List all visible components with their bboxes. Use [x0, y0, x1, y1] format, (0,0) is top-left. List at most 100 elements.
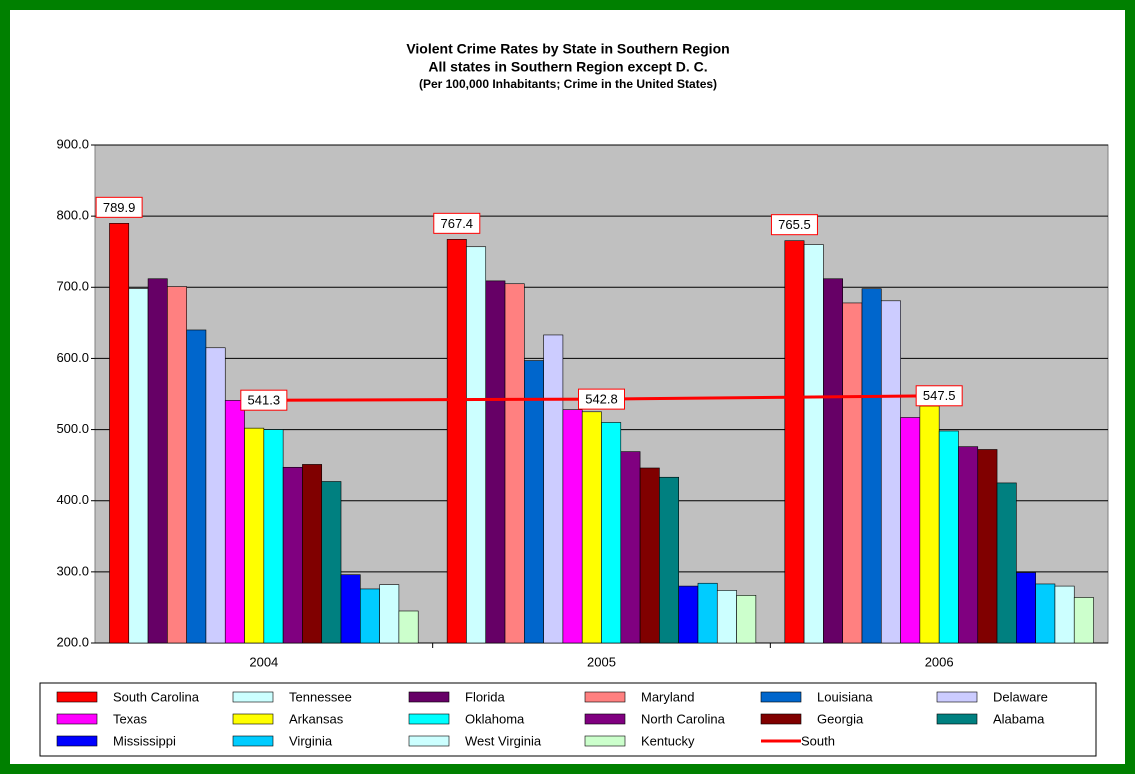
bar	[109, 223, 130, 644]
legend-label: Georgia	[817, 711, 864, 726]
data-label-box	[578, 388, 625, 410]
legend-swatch	[760, 713, 802, 725]
bar	[147, 278, 168, 644]
legend-swatch	[408, 713, 450, 725]
bar	[340, 574, 361, 644]
bar	[581, 411, 602, 644]
bar	[1054, 585, 1075, 644]
y-tick-label: 500.0	[56, 421, 89, 436]
bar	[938, 430, 959, 644]
legend-swatch	[56, 713, 98, 725]
x-tick-label: 2006	[925, 654, 954, 669]
bar	[996, 482, 1017, 644]
bar	[716, 590, 737, 644]
bar	[543, 334, 564, 644]
bar	[244, 427, 265, 644]
legend-swatch	[232, 735, 274, 747]
bar	[562, 409, 583, 644]
data-label-box	[433, 212, 481, 234]
bar	[1073, 597, 1094, 644]
bar	[842, 302, 863, 644]
bar	[302, 464, 323, 644]
legend-swatch	[232, 691, 274, 703]
legend-swatch	[584, 735, 626, 747]
y-tick-label: 900.0	[56, 136, 89, 151]
bar	[736, 595, 757, 644]
data-label: 767.4	[441, 216, 474, 231]
legend-label: Kentucky	[641, 733, 695, 748]
legend-label: Arkansas	[289, 711, 344, 726]
bar	[1035, 583, 1056, 644]
legend-swatch	[936, 691, 978, 703]
bar	[128, 288, 149, 644]
bar	[379, 584, 400, 644]
bar	[601, 422, 622, 644]
bar	[485, 280, 506, 644]
legend-label: North Carolina	[641, 711, 726, 726]
legend-label: Mississippi	[113, 733, 176, 748]
legend-swatch	[56, 691, 98, 703]
legend-swatch	[408, 735, 450, 747]
bar	[659, 476, 679, 644]
legend-label: Alabama	[993, 711, 1045, 726]
bar	[784, 240, 805, 644]
bar	[167, 286, 187, 644]
data-label: 789.9	[103, 200, 136, 215]
y-tick-label: 800.0	[56, 208, 89, 223]
y-tick-label: 200.0	[56, 634, 89, 649]
bar	[446, 239, 467, 644]
data-label-box	[240, 389, 288, 411]
legend-label: Texas	[113, 711, 147, 726]
y-tick-label: 700.0	[56, 279, 89, 294]
bar	[263, 429, 284, 644]
bar	[880, 300, 901, 644]
bar	[639, 467, 660, 644]
legend-swatch	[936, 713, 978, 725]
legend-label: Maryland	[641, 689, 694, 704]
y-tick-label: 400.0	[56, 492, 89, 507]
data-label-box	[95, 196, 143, 218]
y-tick-label: 300.0	[56, 563, 89, 578]
chart-note: (Per 100,000 Inhabitants; Crime in the U…	[419, 77, 717, 91]
legend-swatch	[584, 713, 626, 725]
legend-swatch	[56, 735, 98, 747]
legend-label: Virginia	[289, 733, 333, 748]
bar	[205, 347, 226, 644]
bar	[958, 446, 979, 644]
legend	[39, 682, 1097, 757]
bar	[224, 400, 245, 644]
bar	[398, 610, 419, 644]
chart-title: Violent Crime Rates by State in Southern…	[406, 41, 729, 57]
data-label: 765.5	[778, 217, 811, 232]
legend-swatch	[584, 691, 626, 703]
legend-label: Florida	[465, 689, 506, 704]
legend-label: South	[801, 733, 835, 748]
data-label: 541.3	[248, 393, 281, 408]
chart-subtitle: All states in Southern Region except D. …	[428, 59, 707, 75]
legend-label: Louisiana	[817, 689, 873, 704]
legend-label: West Virginia	[465, 733, 542, 748]
bar	[861, 288, 882, 644]
data-label-box	[770, 214, 818, 236]
bar	[977, 449, 998, 644]
legend-swatch	[408, 691, 450, 703]
x-tick-label: 2004	[249, 654, 278, 669]
bar	[360, 588, 380, 644]
bar	[919, 405, 940, 644]
bar	[823, 278, 843, 644]
bar	[620, 451, 641, 644]
bar	[186, 329, 207, 644]
legend-swatch	[760, 691, 802, 703]
legend-label: Oklahoma	[465, 711, 525, 726]
bar	[504, 283, 525, 644]
bar	[321, 481, 342, 644]
bar	[524, 360, 544, 644]
data-label: 542.8	[585, 392, 618, 407]
data-label-box	[915, 385, 963, 407]
legend-label: Delaware	[993, 689, 1048, 704]
legend-label: South Carolina	[113, 689, 200, 704]
bar	[803, 244, 824, 644]
x-tick-label: 2005	[587, 654, 616, 669]
data-label: 547.5	[923, 388, 956, 403]
